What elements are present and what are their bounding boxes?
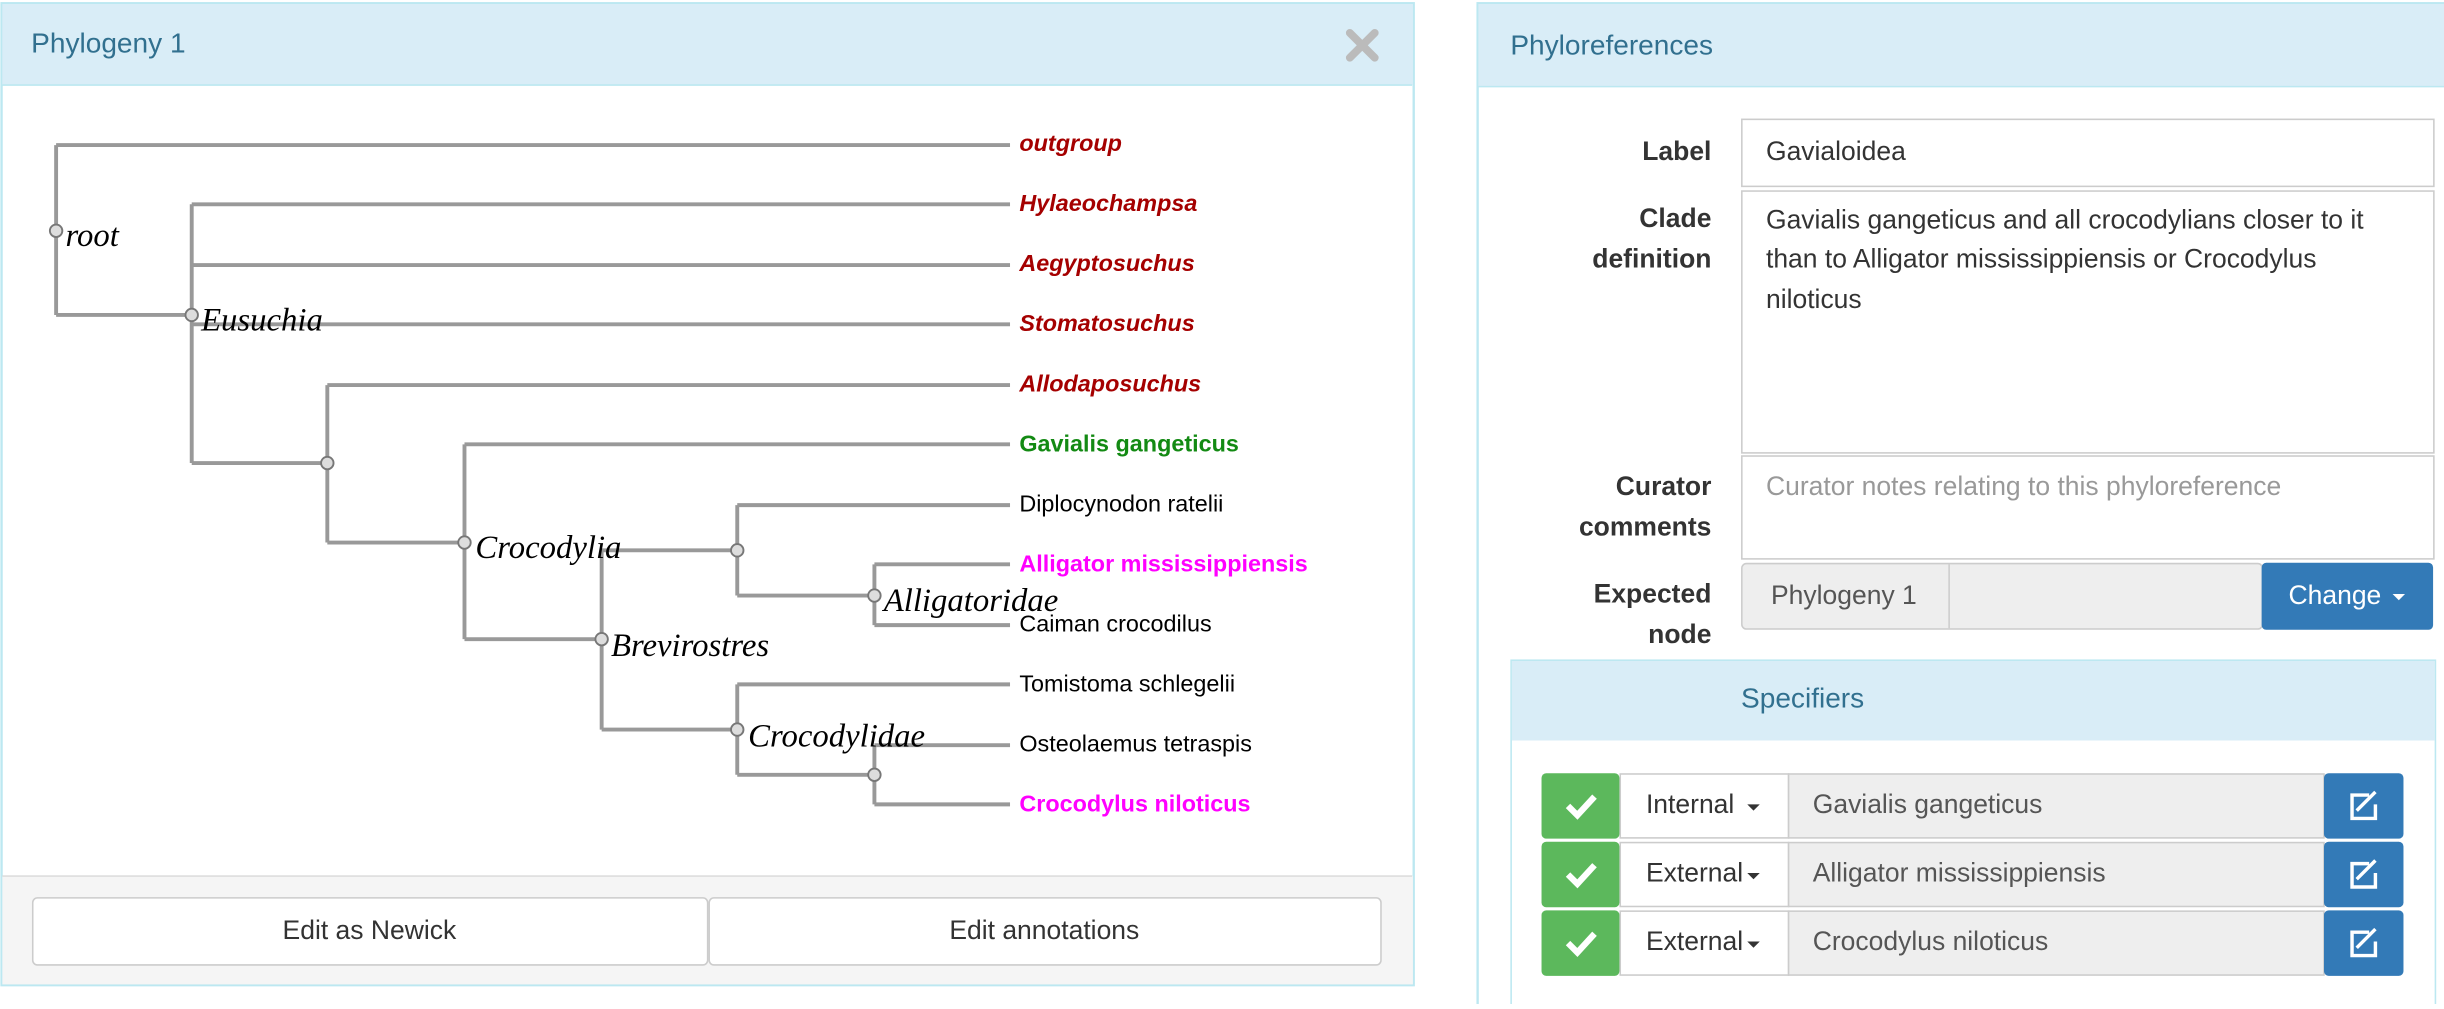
panel-header <box>1478 4 2444 87</box>
button-label: Edit as Newick <box>283 915 457 945</box>
field-label: Label <box>1642 136 1711 166</box>
field-label: Expected <box>1594 579 1712 609</box>
input-addon: Phylogeny 1 <box>1771 580 1917 610</box>
type-dropdown[interactable] <box>1619 773 1790 839</box>
node <box>457 535 472 550</box>
label-input[interactable] <box>1741 118 2435 188</box>
node-label: Crocodylia <box>475 530 621 566</box>
check-button[interactable] <box>1541 910 1620 976</box>
type-dropdown[interactable] <box>1619 841 1790 908</box>
button-label: Change <box>2289 580 2382 610</box>
panel-header <box>2 4 1413 86</box>
leaf-label: Allodaposuchus <box>1018 370 1201 396</box>
leaf-label: Osteolaemus tetraspis <box>1019 730 1252 756</box>
node-label: Eusuchia <box>200 302 323 338</box>
caret <box>2392 593 2406 601</box>
node <box>48 223 64 238</box>
field-label: Clade <box>1639 203 1711 233</box>
phylogeny-panel <box>0 2 1415 987</box>
dropdown-label: External <box>1646 858 1743 888</box>
node <box>320 455 335 471</box>
node-label: root <box>65 218 119 254</box>
specifier-value: Crocodylus niloticus <box>1813 926 2049 956</box>
leaf-label: Crocodylus niloticus <box>1019 790 1250 816</box>
dropdown-label: External <box>1646 926 1743 956</box>
node <box>730 722 745 737</box>
panel-title: Phylogeny 1 <box>31 28 185 59</box>
caret <box>1747 872 1760 880</box>
leaf-label: outgroup <box>1019 130 1122 156</box>
close-button[interactable] <box>1345 28 1379 62</box>
check-icon <box>1565 931 1597 957</box>
node-label: Crocodylidae <box>748 718 925 754</box>
edit-icon <box>2350 790 2378 821</box>
textarea-line: niloticus <box>1766 284 1862 314</box>
node <box>730 543 745 558</box>
curator-comments-textarea[interactable] <box>1741 455 2435 560</box>
leaf-label: Gavialis gangeticus <box>1019 430 1239 456</box>
button-label: Edit annotations <box>949 915 1139 945</box>
textarea-line: than to Alligator mississippiensis or Cr… <box>1766 243 2317 273</box>
clade-definition-textarea[interactable] <box>1741 190 2435 454</box>
type-dropdown[interactable] <box>1619 910 1790 976</box>
leaf-label: Caiman crocodilus <box>1019 610 1211 636</box>
field-label: Curator <box>1616 471 1712 501</box>
check-icon <box>1565 863 1597 889</box>
change-button[interactable] <box>2261 562 2434 630</box>
node <box>184 307 199 323</box>
edit-newick-button[interactable] <box>31 897 709 966</box>
check-button[interactable] <box>1541 841 1620 908</box>
edit-icon <box>2350 859 2378 889</box>
leaf-label: Alligator mississippiensis <box>1019 550 1307 576</box>
specifier-field <box>1787 910 2325 976</box>
specifier-value: Gavialis gangeticus <box>1813 789 2043 819</box>
textarea-line: Gavialis gangeticus and all crocodylians… <box>1766 204 2364 234</box>
leaf-label: Aegyptosuchus <box>1018 250 1194 276</box>
edit-annotations-button[interactable] <box>708 897 1382 966</box>
check-icon <box>1565 794 1597 820</box>
check-button[interactable] <box>1541 773 1620 839</box>
node <box>867 767 882 782</box>
leaf-label: Stomatosuchus <box>1019 310 1194 336</box>
node <box>867 588 882 603</box>
leaf-label: Diplocynodon ratelii <box>1019 490 1223 516</box>
tree: outgroup Hylaeochampsa Aegyptosuchus Stomat… <box>48 130 1308 816</box>
panel-title: Specifiers <box>1741 682 1864 713</box>
dropdown-label: Internal <box>1646 789 1734 819</box>
caret <box>1747 941 1760 948</box>
field-label: node <box>1648 619 1711 649</box>
field-label: comments <box>1579 511 1711 541</box>
node <box>594 631 609 647</box>
node-label: Brevirostres <box>611 628 769 664</box>
specifier-value: Alligator mississippiensis <box>1813 858 2106 888</box>
caret <box>1747 804 1760 811</box>
placeholder: Curator notes relating to this phylorefe… <box>1766 471 2281 501</box>
panel-header <box>1511 660 2435 741</box>
panel-title: Phyloreferences <box>1510 29 1713 60</box>
node-label: Alligatoridae <box>882 583 1058 619</box>
leaf-label: Tomistoma schlegelii <box>1019 670 1235 696</box>
specifier-field <box>1787 773 2325 839</box>
edit-icon <box>2350 927 2378 958</box>
field-label: definition <box>1592 243 1711 273</box>
input-value: Gavialoidea <box>1766 136 1906 166</box>
specifier-list: Internal Gavialis gangeticus External Allig… <box>1541 773 2404 976</box>
leaf-label: Hylaeochampsa <box>1019 190 1197 216</box>
